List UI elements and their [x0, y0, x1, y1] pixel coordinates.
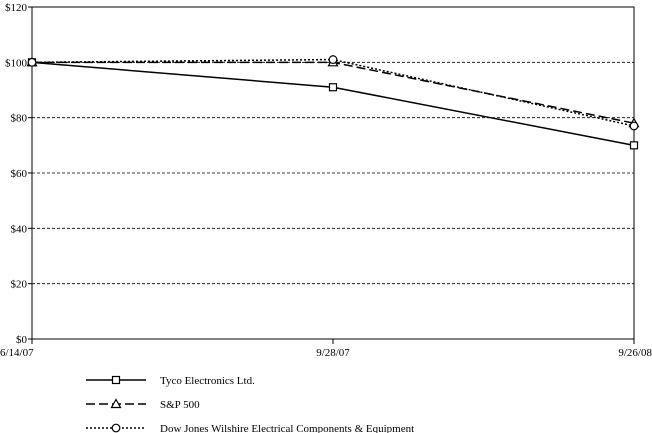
legend-label: Tyco Electronics Ltd.	[160, 375, 255, 387]
series	[26, 55, 640, 150]
y-tick-label: $60	[11, 168, 28, 180]
y-tick-label: $120	[5, 2, 28, 14]
data-point-marker	[629, 121, 639, 131]
y-tick-label: $40	[11, 223, 28, 235]
data-point-marker	[328, 55, 338, 64]
y-tick-label: $0	[16, 334, 28, 346]
legend-label: Dow Jones Wilshire Electrical Components…	[160, 423, 414, 433]
tick-labels: $0 $20 $40 $60 $80 $100 $120 6/14/07 9/28/07 9/26…	[0, 2, 652, 359]
legend: Tyco Electronics Ltd. S&P 500 Dow Jones Wi…	[86, 375, 414, 433]
x-tick-label: 6/14/07	[0, 347, 34, 359]
data-point-marker	[328, 83, 338, 92]
legend-marker	[111, 423, 121, 433]
data-point-marker	[27, 57, 37, 67]
y-tick-label: $80	[11, 113, 28, 125]
y-tick-label: $100	[5, 57, 28, 69]
legend-label: S&P 500	[160, 399, 200, 411]
y-tick-label: $20	[11, 279, 28, 291]
data-point-marker	[629, 141, 639, 150]
x-tick-label: 9/26/08	[618, 347, 652, 359]
legend-marker	[110, 398, 122, 409]
axis-ticks	[28, 6, 635, 344]
legend-marker	[111, 375, 121, 385]
x-tick-label: 9/28/07	[316, 347, 350, 359]
